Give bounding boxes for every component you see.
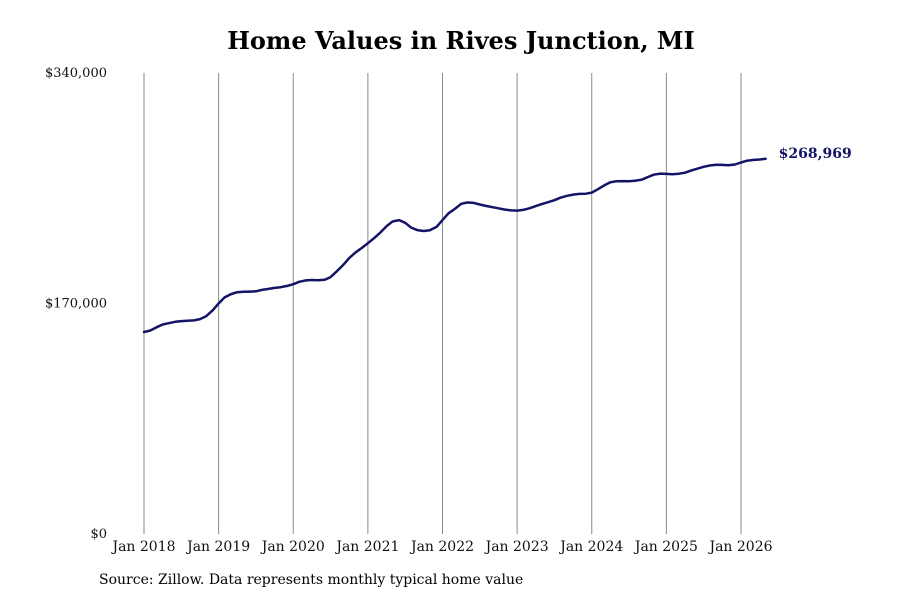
x-axis: Jan 2018 Jan 2019 Jan 2020 Jan 2021 Jan 2022…	[110, 539, 772, 555]
y-tick-label: $340,000	[45, 66, 107, 81]
chart-title: Home Values in Rives Junction, MI	[227, 26, 695, 55]
x-tick-label: Jan 2024	[558, 539, 623, 555]
series-layer: $268,969	[142, 146, 852, 334]
source-note: Source: Zillow. Data represents monthly …	[99, 572, 524, 588]
x-tick-label: Jan 2022	[409, 539, 474, 555]
x-tick-label: Jan 2026	[707, 539, 772, 555]
x-tick-label: Jan 2020	[260, 539, 325, 555]
x-tick-label: Jan 2019	[185, 539, 250, 555]
x-tick-label: Jan 2023	[484, 539, 549, 555]
x-tick-label: Jan 2025	[633, 539, 698, 555]
y-axis: $340,000 $170,000 $0	[45, 66, 107, 542]
x-tick-label: Jan 2021	[334, 539, 399, 555]
x-tick-label: Jan 2018	[110, 539, 175, 555]
y-tick-label: $0	[90, 527, 107, 542]
y-tick-label: $170,000	[45, 297, 107, 312]
grid-lines	[143, 73, 742, 534]
series-line	[142, 157, 767, 334]
end-value-label: $268,969	[779, 146, 852, 162]
